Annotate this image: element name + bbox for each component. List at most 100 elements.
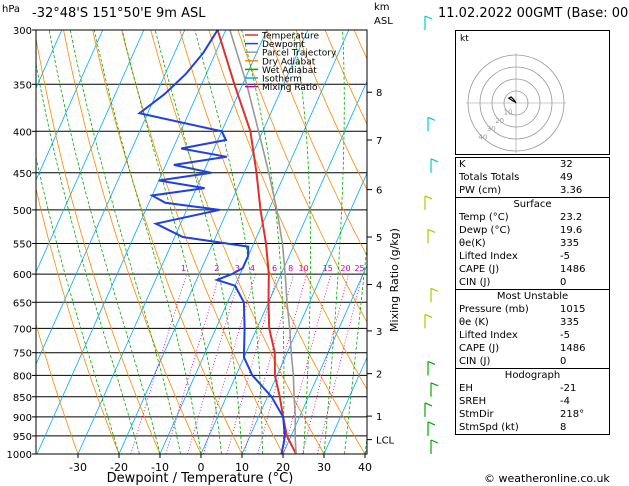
wind-barb-flag	[427, 116, 436, 121]
pressure-tick-label: 1000	[7, 450, 32, 461]
pressure-tick-label: 450	[13, 169, 32, 180]
most-unstable-title: Most Unstable	[496, 291, 569, 302]
pressure-tick-label: 300	[13, 26, 32, 37]
wind-barb-flag	[427, 421, 436, 426]
mixing-ratio-line	[165, 273, 221, 454]
dry-adiabat-line	[150, 30, 325, 454]
index-row: θe (K) 335	[456, 316, 609, 329]
isotherm-line	[36, 30, 227, 454]
index-value: -5	[560, 330, 570, 341]
index-row: Pressure (mb) 1015	[456, 303, 609, 316]
wet-adiabat-line	[121, 30, 222, 454]
mixing-ratio-line	[187, 273, 241, 454]
index-value: 218°	[560, 409, 585, 420]
index-value: -4	[560, 396, 570, 407]
altitude-tick-label: 2	[376, 370, 382, 381]
x-tick-label: 20	[276, 461, 290, 474]
wet-adiabat-line	[194, 30, 263, 454]
wet-adiabat-line	[292, 30, 311, 454]
wind-barb-flag	[424, 313, 433, 318]
x-tick-label: 10	[235, 461, 249, 474]
mixing-ratio-label: 20	[340, 264, 350, 273]
temperature-profile	[216, 30, 297, 454]
wet-adiabat-line	[36, 61, 140, 454]
mixing-ratio-line	[226, 273, 278, 454]
index-value: 3.36	[560, 185, 583, 196]
km-unit-label: km	[374, 2, 390, 13]
wet-adiabat-line	[36, 155, 120, 454]
mixing-ratio-line	[243, 273, 295, 454]
mixing-ratio-label: 4	[250, 264, 255, 273]
wind-barbs	[424, 15, 439, 454]
index-row: EH -21	[456, 382, 609, 395]
pressure-tick-label: 550	[13, 239, 32, 250]
mixing-ratio-label: 3	[235, 264, 240, 273]
index-value: 1486	[560, 264, 586, 275]
mixing-ratio-line	[302, 273, 349, 454]
mixing-ratio-line	[257, 273, 307, 454]
index-value: 0	[560, 277, 567, 288]
index-row: Dewp (°C) 19.6	[456, 224, 609, 237]
x-tick-label: 0	[198, 461, 205, 474]
isotherm-line	[77, 30, 268, 454]
mixing-ratio-label: 10	[299, 264, 309, 273]
index-row: Temp (°C) 23.2	[456, 211, 609, 224]
parcel-trajectory	[229, 30, 297, 454]
index-row: Lifted Index -5	[456, 250, 609, 263]
mixing-ratio-label: 1	[181, 264, 186, 273]
dry-adiabat-line	[121, 30, 284, 454]
indices-panel: K 32 Totals Totals 49 PW (cm) 3.36 Surface Te…	[455, 157, 610, 435]
wind-barb-flag	[424, 15, 433, 20]
index-row: SREH -4	[456, 395, 609, 408]
index-label: θe (K)	[459, 317, 489, 328]
wet-adiabat-line	[48, 30, 161, 454]
index-label: θe(K)	[459, 238, 486, 249]
wind-barb-flag	[424, 195, 433, 200]
index-row: CAPE (J) 1486	[456, 342, 609, 355]
pressure-tick-label: 750	[13, 349, 32, 360]
mixing-ratio-line	[203, 273, 256, 454]
legend-label: Isotherm	[262, 75, 302, 85]
pressure-tick-label: 900	[13, 413, 32, 424]
index-value: 8	[560, 422, 567, 433]
dry-adiabat-line	[36, 322, 79, 454]
legend-label: Parcel Trajectory	[262, 49, 337, 59]
x-tick-label: 30	[317, 461, 331, 474]
credit-text: © weatheronline.co.uk	[484, 472, 610, 485]
pressure-tick-label: 650	[13, 298, 32, 309]
pressure-tick-label: 350	[13, 80, 32, 91]
dry-adiabat-line	[63, 30, 202, 454]
altitude-tick-label: 8	[376, 88, 382, 99]
mixing-ratio-line	[316, 273, 363, 454]
index-value: 1486	[560, 343, 586, 354]
mixing-ratio-label: 8	[288, 264, 293, 273]
index-value: 1015	[560, 304, 586, 315]
wind-barb-flag	[424, 402, 433, 407]
dry-adiabat-line	[92, 30, 243, 454]
x-axis-label: Dewpoint / Temperature (°C)	[107, 471, 294, 486]
isotherm-line	[36, 30, 104, 181]
index-value: 23.2	[560, 212, 583, 223]
dry-adiabat-line	[208, 30, 367, 391]
index-row: Totals Totals 49	[456, 171, 609, 184]
wind-barb-flag	[430, 439, 439, 444]
index-label: CAPE (J)	[459, 343, 500, 354]
isotherm-line	[200, 80, 367, 454]
hodograph-ring-label: 30	[487, 125, 496, 133]
isotherm-line	[282, 264, 367, 454]
wet-adiabat-line	[344, 241, 367, 454]
dewpoint-profile	[137, 30, 286, 454]
index-row: θe(K) 335	[456, 237, 609, 250]
mixing-ratio-line	[283, 273, 332, 454]
isotherm-line	[159, 30, 350, 454]
pressure-tick-label: 800	[13, 371, 32, 382]
dry-adiabat-line	[36, 36, 161, 454]
index-label: SREH	[459, 396, 487, 407]
index-label: StmDir	[459, 409, 494, 420]
altitude-tick-label: LCL	[376, 436, 395, 447]
x-tick-label: -30	[69, 461, 87, 474]
wet-adiabat-line	[69, 30, 181, 454]
altitude-tick-label: 4	[376, 281, 382, 292]
wet-adiabat-line	[323, 30, 345, 454]
